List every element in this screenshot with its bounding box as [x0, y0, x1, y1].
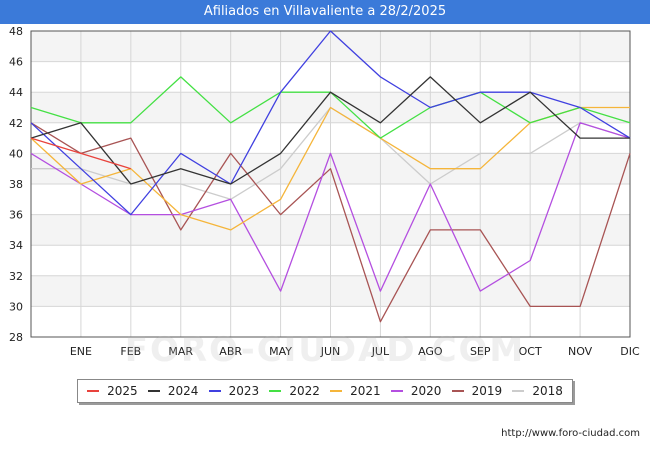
legend-swatch [208, 390, 221, 392]
series-line-2025 [30, 137, 131, 170]
legend-swatch [147, 390, 160, 392]
y-tick-label: 36 [9, 209, 23, 222]
chart-title: Afiliados en Villavaliente a 28/2/2025 [0, 0, 650, 24]
y-tick-label: 48 [9, 25, 23, 38]
x-tick-label: MAY [269, 345, 292, 358]
y-tick-label: 46 [9, 56, 23, 69]
legend-item-2022: 2022 [269, 384, 320, 398]
legend-swatch [390, 390, 403, 392]
legend: 2025 2024 2023 2022 2021 2020 2019 2018 [77, 379, 573, 403]
legend-item-2021: 2021 [330, 384, 381, 398]
watermark: FORO-CIUDAD.COM [124, 330, 526, 370]
legend-label: 2020 [410, 384, 442, 398]
legend-item-2018: 2018 [512, 384, 563, 398]
x-tick-label: ABR [219, 345, 242, 358]
x-tick-label: MAR [168, 345, 193, 358]
legend-item-2025: 2025 [87, 384, 138, 398]
legend-swatch [87, 390, 100, 392]
y-tick-label: 34 [9, 239, 23, 252]
legend-swatch [269, 390, 282, 392]
x-tick-label: DIC [620, 345, 640, 358]
y-tick-label: 42 [9, 117, 23, 130]
x-tick-label: JUN [320, 345, 341, 358]
legend-label: 2021 [350, 384, 381, 398]
legend-swatch [451, 390, 464, 392]
legend-swatch [512, 390, 525, 392]
legend-item-2024: 2024 [147, 384, 199, 398]
y-tick-label: 30 [9, 300, 23, 313]
legend-label: 2024 [167, 384, 199, 398]
y-tick-label: 40 [9, 147, 23, 160]
y-tick-label: 44 [9, 86, 23, 99]
legend-label: 2019 [471, 384, 503, 398]
y-tick-label: 32 [9, 270, 23, 283]
x-tick-label: OCT [519, 345, 542, 358]
x-tick-label: FEB [120, 345, 141, 358]
x-tick-label: NOV [568, 345, 593, 358]
source-url[interactable]: http://www.foro-ciudad.com [501, 428, 640, 439]
legend-label: 2018 [532, 384, 563, 398]
legend-label: 2023 [228, 384, 260, 398]
legend-swatch [330, 390, 343, 392]
series-line-2024 [30, 76, 630, 185]
x-tick-label: ENE [70, 345, 92, 358]
x-tick-label: SEP [470, 345, 491, 358]
legend-item-2020: 2020 [390, 384, 442, 398]
legend-item-2019: 2019 [451, 384, 503, 398]
legend-item-2023: 2023 [208, 384, 260, 398]
legend-label: 2022 [289, 384, 320, 398]
legend-label: 2025 [107, 384, 138, 398]
y-tick-label: 28 [9, 331, 23, 344]
series-line-2019 [30, 122, 631, 323]
x-tick-label: AGO [418, 345, 443, 358]
x-tick-label: JUL [371, 345, 390, 358]
y-tick-label: 38 [9, 178, 23, 191]
